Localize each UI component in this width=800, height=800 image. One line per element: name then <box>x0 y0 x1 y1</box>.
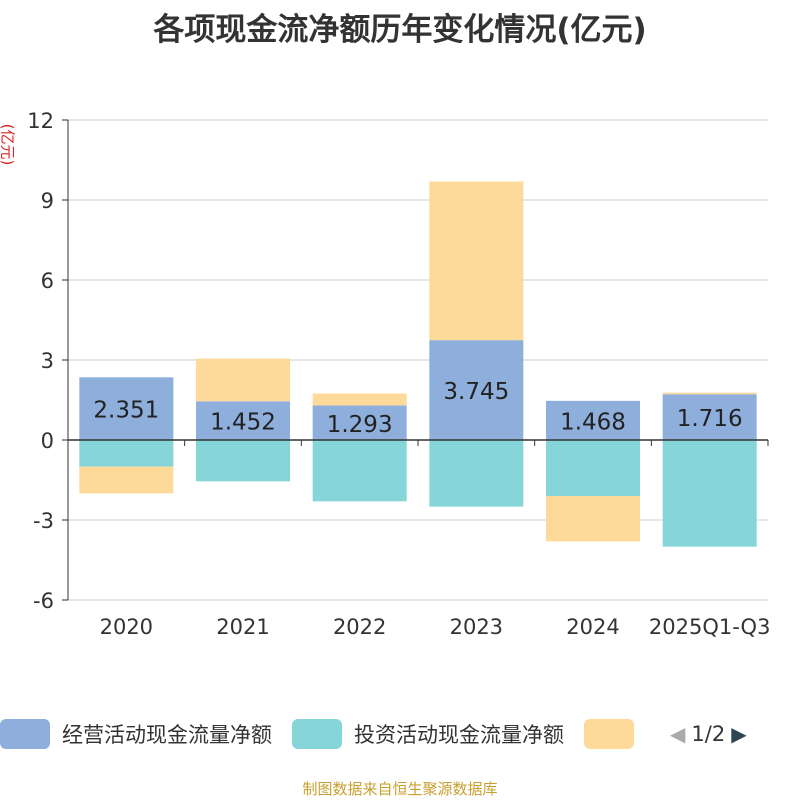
bar-2-2020 <box>79 440 174 467</box>
chart-title: 各项现金流净额历年变化情况(亿元) <box>153 12 647 48</box>
y-tick-label: 12 <box>27 109 54 133</box>
bar-1-2022 <box>312 405 407 440</box>
x-tick-label: 2025Q1-Q3 <box>649 615 771 639</box>
data-label: 1.468 <box>560 409 626 435</box>
bar-1-2020 <box>79 377 174 440</box>
bar-2-2022 <box>312 440 407 502</box>
legend-pager: ◀ 1/2 ▶ <box>670 722 747 746</box>
bar-3-2025Q1-Q3 <box>662 392 757 395</box>
data-label: 1.293 <box>327 412 393 438</box>
x-tick-label: 2023 <box>450 615 503 639</box>
bar-3-2024 <box>546 496 640 542</box>
chart-plot: -6 -3 0 3 6 9 12 2.351 2020 1.452 2021 1.293 2022 3.7… <box>27 109 771 639</box>
bar-2-2023 <box>429 440 524 507</box>
y-tick-label: 0 <box>41 429 54 453</box>
data-label: 3.745 <box>443 379 509 405</box>
x-tick-label: 2024 <box>566 615 619 639</box>
x-tick-label: 2021 <box>216 615 269 639</box>
legend: 经营活动现金流量净额 投资活动现金流量净额 ◀ 1/2 ▶ <box>0 716 747 752</box>
data-label: 1.716 <box>677 406 743 432</box>
next-page-icon[interactable]: ▶ <box>731 722 747 746</box>
bar-2-2021 <box>196 440 290 482</box>
x-tick-label: 2022 <box>333 615 386 639</box>
y-tick-label: 6 <box>41 269 54 293</box>
legend-item-operating[interactable]: 经营活动现金流量净额 <box>0 719 272 749</box>
data-label: 1.452 <box>210 410 276 436</box>
bar-2-2025Q1-Q3 <box>662 440 757 547</box>
legend-page-indicator: 1/2 <box>691 722 726 746</box>
legend-swatch-operating <box>0 719 50 749</box>
legend-swatch-financing <box>584 719 634 749</box>
legend-swatch-investing <box>292 719 342 749</box>
prev-page-icon[interactable]: ◀ <box>670 722 686 746</box>
data-label: 2.351 <box>93 398 159 424</box>
bar-3-2022 <box>312 393 407 406</box>
bar-3-2021 <box>196 358 290 402</box>
legend-item-financing[interactable] <box>584 719 646 749</box>
y-tick-label: 9 <box>41 189 54 213</box>
legend-label-operating: 经营活动现金流量净额 <box>62 723 272 747</box>
bar-1-2021 <box>196 401 290 440</box>
y-tick-label: -3 <box>33 509 54 533</box>
bar-2-2024 <box>546 440 640 496</box>
y-tick-label: 3 <box>41 349 54 373</box>
x-tick-label: 2020 <box>100 615 153 639</box>
bar-1-2023 <box>429 340 524 440</box>
legend-label-investing: 投资活动现金流量净额 <box>354 723 564 747</box>
source-note: 制图数据来自恒生聚源数据库 <box>302 780 498 798</box>
bar-3-2020 <box>79 466 174 494</box>
bar-1-2025Q1-Q3 <box>662 394 757 440</box>
bar-1-2024 <box>546 400 640 440</box>
y-tick-label: -6 <box>33 589 54 613</box>
legend-item-investing[interactable]: 投资活动现金流量净额 <box>292 719 564 749</box>
bar-3-2023 <box>429 181 524 341</box>
